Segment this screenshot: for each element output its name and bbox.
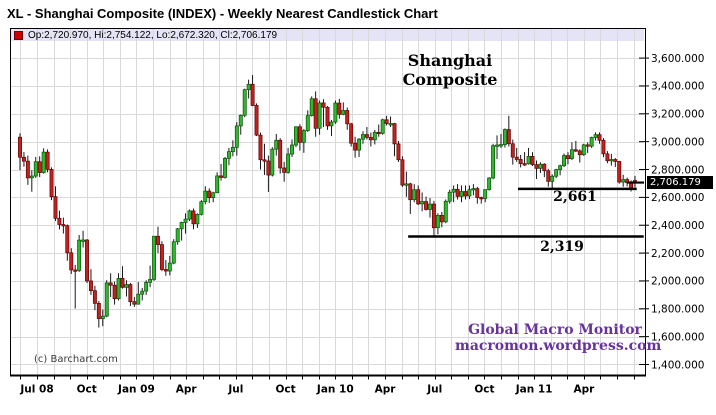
svg-text:3,400.000: 3,400.000 xyxy=(651,81,704,93)
legend-ohlc-values: Op:2,720.970, Hi:2,754.122, Lo:2,672.320… xyxy=(28,30,278,41)
ohlc-legend: Op:2,720.970, Hi:2,754.122, Lo:2,672.320… xyxy=(14,29,277,42)
svg-text:Oct: Oct xyxy=(77,384,97,396)
svg-text:Jul: Jul xyxy=(426,384,442,396)
svg-text:Apr: Apr xyxy=(176,384,198,396)
svg-text:Jan 09: Jan 09 xyxy=(117,384,155,396)
svg-text:3,200.000: 3,200.000 xyxy=(651,109,704,121)
svg-text:2,600.000: 2,600.000 xyxy=(651,192,704,204)
watermark: Global Macro Monitor macromon.wordpress.… xyxy=(455,322,662,354)
symbol-annotation-label: Shanghai Composite xyxy=(402,51,498,89)
chart-title: XL - Shanghai Composite (INDEX) - Weekly… xyxy=(7,6,438,21)
legend-strip-bg xyxy=(11,29,644,41)
y-axis-labels: 3,600.000 3,400.000 3,200.000 3,000.000 2,80… xyxy=(639,53,704,371)
svg-text:Jul: Jul xyxy=(227,384,243,396)
svg-text:2,400.000: 2,400.000 xyxy=(651,220,704,232)
svg-text:Oct: Oct xyxy=(275,384,295,396)
svg-text:2,800.000: 2,800.000 xyxy=(651,164,704,176)
svg-text:2,000.000: 2,000.000 xyxy=(651,276,704,288)
svg-text:1,400.000: 1,400.000 xyxy=(651,359,704,371)
support-level-label-2319: 2,319 xyxy=(540,239,584,255)
candles xyxy=(18,75,637,328)
legend-swatch-icon xyxy=(14,31,23,40)
svg-text:Jan 11: Jan 11 xyxy=(515,384,553,396)
svg-text:Jul 08: Jul 08 xyxy=(19,384,53,396)
svg-text:2,200.000: 2,200.000 xyxy=(651,248,704,260)
svg-text:Oct: Oct xyxy=(474,384,494,396)
svg-text:1,800.000: 1,800.000 xyxy=(651,304,704,316)
support-level-label-2661: 2,661 xyxy=(553,189,597,205)
svg-text:Jan 10: Jan 10 xyxy=(316,384,354,396)
watermark-line1: Global Macro Monitor xyxy=(468,322,642,338)
copyright-label: (c) Barchart.com xyxy=(34,354,118,365)
watermark-line2: macromon.wordpress.com xyxy=(455,338,662,354)
x-axis-labels: Jul 08 Oct Jan 09 Apr Jul Oct Jan 10 Apr Jul Oct J… xyxy=(19,384,595,396)
svg-text:1,600.000: 1,600.000 xyxy=(651,331,704,343)
svg-text:Apr: Apr xyxy=(375,384,397,396)
svg-text:3,000.000: 3,000.000 xyxy=(651,136,704,148)
horizontal-gridlines xyxy=(11,58,644,365)
last-price-tag: 2,706.179 xyxy=(647,176,713,190)
svg-text:Apr: Apr xyxy=(573,384,595,396)
svg-text:3,600.000: 3,600.000 xyxy=(651,53,704,65)
